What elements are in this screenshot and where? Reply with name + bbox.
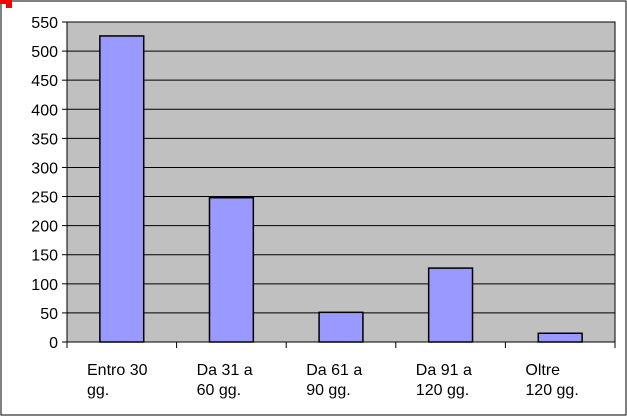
x-tick-label-line: 90 gg. <box>306 382 350 399</box>
y-tick-label: 100 <box>31 277 58 294</box>
x-tick-label-line: Da 91 a <box>416 362 472 379</box>
x-tick-label-line: 60 gg. <box>197 382 241 399</box>
bar <box>427 267 474 343</box>
y-tick-label: 300 <box>31 160 58 177</box>
x-tick-label: Oltre 120 gg. <box>525 362 578 399</box>
bar <box>208 196 255 343</box>
plot-area <box>66 21 616 343</box>
bar-series <box>99 35 583 343</box>
corner-mark-icon <box>0 0 12 8</box>
x-tick-label: Da 31 a 60 gg. <box>197 362 253 399</box>
bar <box>99 35 145 343</box>
x-tick-label-line: 120 gg. <box>525 382 578 399</box>
x-tick-label-line: Da 31 a <box>197 362 253 379</box>
y-tick-label: 500 <box>31 44 58 61</box>
x-tick-label-line: Da 61 a <box>306 362 362 379</box>
bar <box>537 332 583 343</box>
y-tick-label: 350 <box>31 131 58 148</box>
y-tick-label: 50 <box>40 306 58 323</box>
y-tick-label: 450 <box>31 73 58 90</box>
y-tick-label: 250 <box>31 190 58 207</box>
y-axis: 0 50 100 150 200 250 300 350 400 450 500 550 <box>31 15 67 352</box>
plot-background <box>66 21 616 343</box>
x-tick-label-line: gg. <box>87 382 109 399</box>
y-tick-label: 550 <box>31 15 58 32</box>
x-axis: Entro 30 gg.Da 31 a 60 gg.Da 61 a 90 gg.Da … <box>66 341 616 399</box>
y-tick-label: 400 <box>31 102 58 119</box>
x-tick-label: Entro 30 gg. <box>87 362 148 399</box>
y-tick-label: 0 <box>49 335 58 352</box>
x-tick-label: Da 61 a 90 gg. <box>306 362 362 399</box>
x-tick-label-line: 120 gg. <box>416 382 469 399</box>
y-tick-label: 150 <box>31 248 58 265</box>
x-tick-label: Da 91 a 120 gg. <box>416 362 472 399</box>
y-tick-label: 200 <box>31 219 58 236</box>
x-tick-label-line: Oltre <box>525 362 560 379</box>
x-tick-label-line: Entro 30 <box>87 362 148 379</box>
bar <box>318 311 364 343</box>
